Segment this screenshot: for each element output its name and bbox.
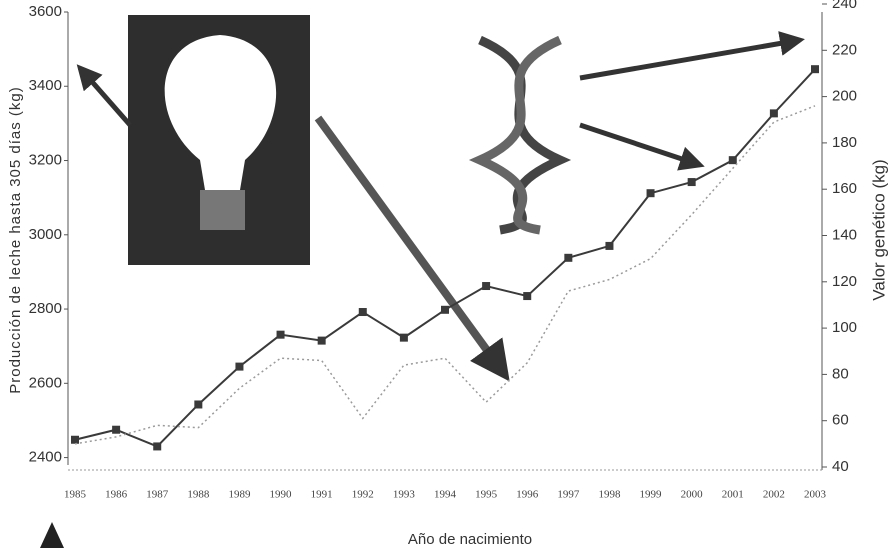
illustrations xyxy=(40,15,805,548)
y2-tick-label: 220 xyxy=(832,41,857,58)
x-tick-label: 1989 xyxy=(228,489,251,501)
x-tick-label: 1993 xyxy=(393,489,416,501)
bulb-base xyxy=(200,190,245,230)
x-tick-label: 1987 xyxy=(146,489,169,501)
marker xyxy=(564,253,573,262)
y2-tick-label: 160 xyxy=(832,180,857,197)
x-tick-label: 1988 xyxy=(187,489,210,501)
y-tick-label: 2600 xyxy=(29,374,62,391)
marker xyxy=(112,425,121,434)
arrow xyxy=(579,122,705,171)
y2-tick-label: 120 xyxy=(832,273,857,290)
x-tick-label: 1986 xyxy=(105,489,128,501)
y-axis-title: Producción de leche hasta 305 días (kg) xyxy=(7,86,24,394)
x-tick-label: 2002 xyxy=(763,489,785,501)
y-tick-label: 3600 xyxy=(29,3,62,20)
x-tick-label: 1999 xyxy=(640,489,663,501)
line xyxy=(74,105,816,445)
arrow xyxy=(314,115,510,382)
marker xyxy=(687,178,696,187)
marker xyxy=(811,65,819,74)
lightbulb xyxy=(164,35,277,190)
arrow xyxy=(579,31,805,81)
marker xyxy=(605,241,614,250)
marker xyxy=(399,333,408,342)
y-tick-label: 2800 xyxy=(29,300,62,317)
x-tick-label: 1992 xyxy=(352,489,374,501)
icon xyxy=(40,522,64,548)
y-tick-label: 3200 xyxy=(29,151,62,168)
y2-tick-label: 80 xyxy=(832,365,849,382)
y-tick-label: 3400 xyxy=(29,77,62,94)
x-tick-label: 1995 xyxy=(475,489,498,501)
dna xyxy=(468,35,562,235)
marker xyxy=(317,336,326,345)
marker xyxy=(523,292,532,301)
y2-tick-label: 200 xyxy=(832,88,857,105)
x-axis-title: Año de nacimiento xyxy=(408,531,532,548)
marker xyxy=(769,109,778,118)
marker xyxy=(153,442,162,451)
x-tick-label: 2000 xyxy=(681,489,704,501)
y2-axis-title: Valor genético (kg) xyxy=(869,159,888,300)
marker xyxy=(194,400,203,409)
y2-tick-label: 60 xyxy=(832,412,849,429)
y2-tick-label: 180 xyxy=(832,134,857,151)
y2-tick-label: 240 xyxy=(832,0,857,12)
marker xyxy=(358,308,367,317)
x-tick-label: 1994 xyxy=(434,489,457,501)
marker xyxy=(71,435,79,444)
x-tick-label: 2003 xyxy=(804,489,827,501)
x-tick-label: 1991 xyxy=(311,489,333,501)
marker xyxy=(482,282,491,291)
x-tick-label: 1997 xyxy=(557,489,580,501)
x-tick-label: 1998 xyxy=(598,489,621,501)
x-tick-label: 2001 xyxy=(722,489,744,501)
marker xyxy=(441,305,449,314)
x-tick-label: 1990 xyxy=(270,489,293,501)
y2-tick-label: 40 xyxy=(832,458,849,475)
marker xyxy=(276,330,285,339)
y-tick-label: 3000 xyxy=(29,226,62,243)
marker xyxy=(235,362,244,371)
marker xyxy=(728,156,737,165)
y2-tick-label: 100 xyxy=(832,319,857,336)
x-tick-label: 1985 xyxy=(64,489,87,501)
x-tick-label: 1996 xyxy=(516,489,539,501)
y-tick-label: 2400 xyxy=(29,449,62,466)
arrow xyxy=(76,64,132,127)
y2-tick-label: 140 xyxy=(832,226,857,243)
marker xyxy=(646,189,655,198)
